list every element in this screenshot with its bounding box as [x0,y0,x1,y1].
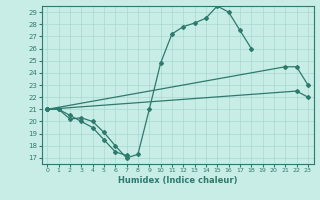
X-axis label: Humidex (Indice chaleur): Humidex (Indice chaleur) [118,176,237,185]
